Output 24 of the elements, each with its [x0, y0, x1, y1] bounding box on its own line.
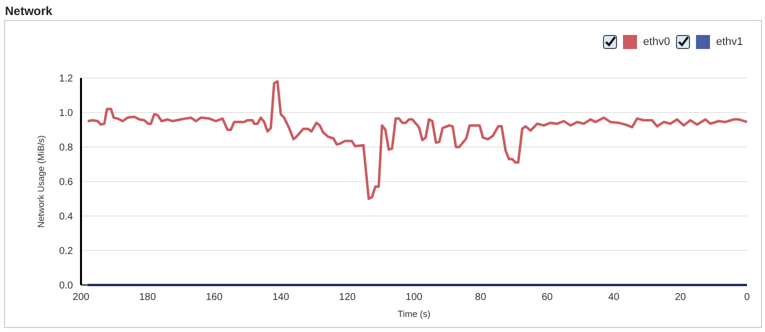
y-tick-label: 0.8	[59, 142, 74, 154]
x-tick-label: 80	[475, 292, 487, 304]
x-tick-label: 180	[139, 292, 156, 304]
y-tick-label: 0.0	[59, 280, 74, 292]
y-tick-label: 0.6	[59, 177, 74, 188]
line-series	[86, 80, 748, 200]
chart-title: Network	[5, 4, 52, 18]
x-tick-label: 60	[542, 292, 554, 304]
x-tick-label: 120	[339, 292, 356, 304]
y-tick-label: 0.4	[59, 212, 74, 223]
x-tick-label: 140	[272, 292, 290, 304]
x-tick-label: 20	[674, 292, 686, 304]
x-tick-label: 100	[406, 292, 423, 304]
y-axis-title: Network Usage (MiB/s)	[36, 135, 46, 228]
y-tick-label: 0.2	[59, 246, 74, 258]
y-tick-label: 1.2	[59, 74, 74, 85]
legend-label: ethv1	[716, 36, 743, 48]
y-tick-label: 1.0	[59, 108, 74, 120]
x-tick-label: 200	[72, 292, 90, 304]
x-tick-label: 40	[608, 292, 620, 304]
legend-label: ethv0	[643, 36, 670, 48]
x-tick-label: 160	[206, 292, 223, 304]
x-tick-label: 0	[744, 292, 750, 304]
x-axis-title: Time (s)	[398, 309, 430, 319]
